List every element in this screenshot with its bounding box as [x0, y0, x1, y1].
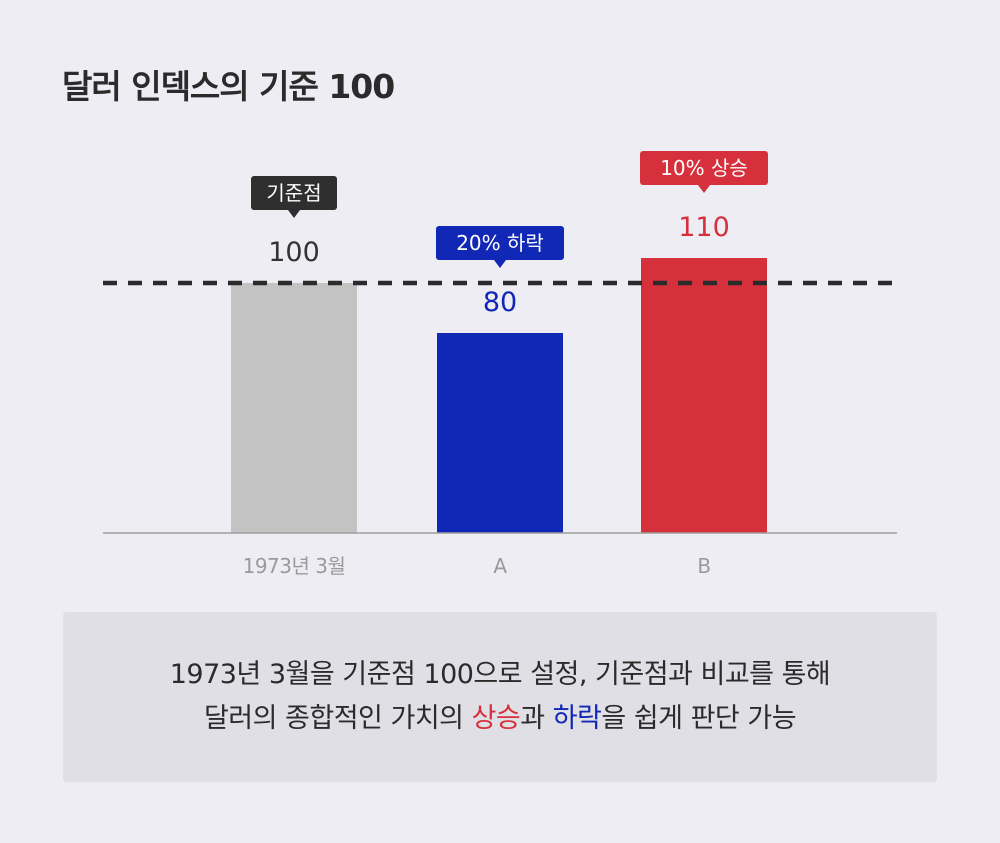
highlight-rise: 상승 [471, 703, 521, 734]
description-line-2-mid: 과 [520, 703, 553, 734]
bar-2 [641, 258, 767, 533]
highlight-fall: 하락 [552, 703, 602, 734]
callout-pointer-1 [494, 260, 506, 268]
callout-label-2: 10% 상승 [660, 156, 748, 180]
x-tick-label-1: A [493, 554, 507, 578]
data-label-0: 100 [268, 237, 320, 268]
callout-label-0: 기준점 [266, 181, 321, 205]
bar-chart: 1973년 3월 A B 100 80 110 기준점 20% 하락 10% 상승 [103, 151, 897, 578]
callout-box-0 [251, 176, 337, 210]
bar-0 [231, 283, 357, 533]
description-line-1: 1973년 3월을 기준점 100으로 설정, 기준점과 비교를 통해 [169, 659, 831, 690]
description-box: 1973년 3월을 기준점 100으로 설정, 기준점과 비교를 통해 달러의 … [63, 612, 937, 782]
description-line-2-suffix: 을 쉽게 판단 가능 [601, 703, 797, 734]
callout-pointer-0 [288, 210, 300, 218]
x-tick-label-0: 1973년 3월 [243, 554, 346, 578]
page-title: 달러 인덱스의 기준 100 [62, 67, 395, 106]
callout-pointer-2 [698, 185, 710, 193]
data-label-2: 110 [678, 212, 730, 243]
description-line-2: 달러의 종합적인 가치의 상승과 하락을 쉽게 판단 가능 [203, 697, 797, 741]
callout-box-1 [436, 226, 564, 260]
description-line-2-prefix: 달러의 종합적인 가치의 [203, 703, 472, 734]
callout-box-2 [640, 151, 768, 185]
callout-label-1: 20% 하락 [456, 231, 544, 255]
x-tick-label-2: B [697, 554, 710, 578]
data-label-1: 80 [483, 287, 517, 318]
bar-1 [437, 333, 563, 533]
